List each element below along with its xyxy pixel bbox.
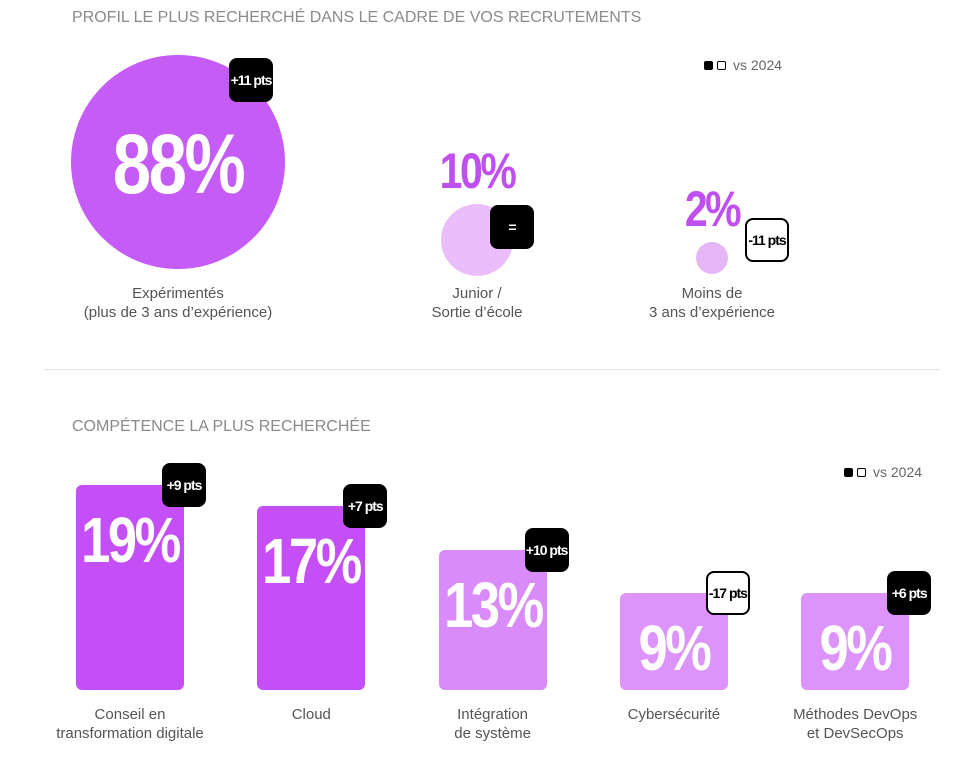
value-label: 2% bbox=[684, 180, 742, 237]
legend-swatch bbox=[717, 61, 726, 70]
bar bbox=[438, 549, 547, 690]
bubble bbox=[695, 241, 729, 275]
divider bbox=[44, 369, 940, 370]
change-badge: +11 pts bbox=[229, 58, 273, 102]
change-badge: +10 pts bbox=[524, 527, 569, 572]
value-label: 13% bbox=[443, 568, 544, 641]
section-title: PROFIL LE PLUS RECHERCHÉ DANS LE CADRE D… bbox=[72, 9, 642, 26]
legend-label: vs 2024 bbox=[733, 57, 783, 73]
value-label: 9% bbox=[819, 611, 893, 684]
value-label: 10% bbox=[439, 142, 517, 199]
change-badge: -11 pts bbox=[745, 218, 789, 262]
bar bbox=[76, 484, 184, 690]
category-label: Moins de 3 ans d’expérience bbox=[649, 285, 775, 321]
category-label: Conseil en transformation digitale bbox=[56, 706, 204, 742]
legend-label: vs 2024 bbox=[873, 464, 923, 480]
legend-swatch bbox=[844, 468, 853, 477]
category-label: Cloud bbox=[291, 706, 331, 723]
value-label: 17% bbox=[262, 525, 362, 598]
legend-swatch bbox=[857, 468, 866, 477]
change-badge: -17 pts bbox=[705, 570, 750, 615]
category-label: Expérimentés (plus de 3 ans d’expérience… bbox=[83, 285, 273, 321]
section-title: COMPÉTENCE LA PLUS RECHERCHÉE bbox=[72, 418, 371, 435]
value-label: 88% bbox=[112, 117, 246, 211]
change-badge: +7 pts bbox=[343, 484, 388, 529]
change-badge: +9 pts bbox=[162, 462, 206, 507]
category-label: Cybersécurité bbox=[627, 706, 721, 723]
legend-swatch bbox=[704, 61, 713, 70]
change-badge: +6 pts bbox=[887, 570, 932, 615]
category-label: Méthodes DevOps et DevSecOps bbox=[793, 706, 918, 742]
category-label: Junior / Sortie d’école bbox=[431, 285, 523, 321]
category-label: Intégration de système bbox=[454, 706, 531, 742]
value-label: 9% bbox=[638, 611, 711, 684]
change-badge: = bbox=[490, 205, 534, 249]
bar bbox=[257, 506, 366, 690]
value-label: 19% bbox=[81, 503, 181, 576]
